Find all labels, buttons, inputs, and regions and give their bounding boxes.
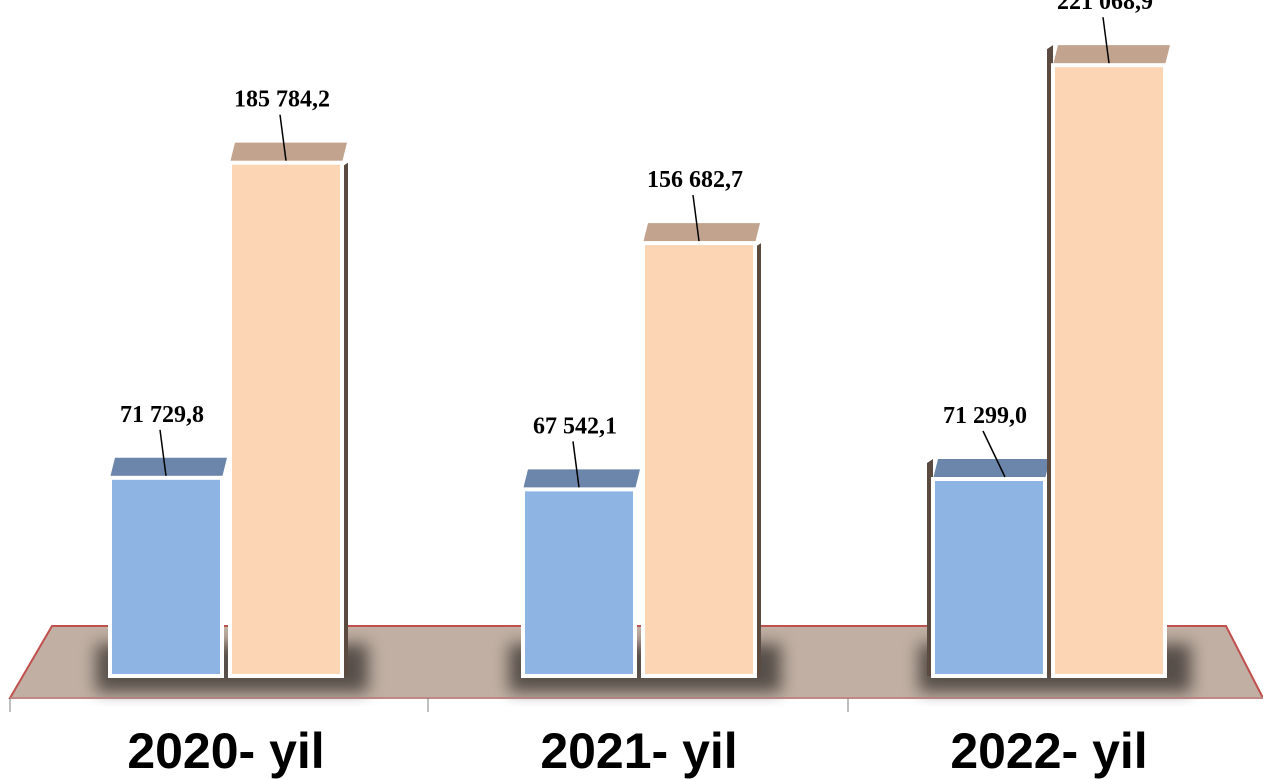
bar-top-1-2: [523, 469, 640, 490]
leader-line-2-1: [279, 114, 287, 161]
bar-1-2: [521, 487, 637, 678]
bar-top-2-1: [230, 142, 347, 163]
data-labels: 71 729,8 185 784,2 67 542,1 156 682,7 71 299…: [120, 0, 1153, 488]
x-tick-label-3: 2022- yil: [950, 723, 1147, 779]
bar-top-2-3: [1053, 45, 1170, 66]
leader-line-2-2: [692, 194, 700, 242]
data-label-1-1: 71 729,8: [120, 402, 204, 428]
bar-2-2: [641, 241, 757, 678]
bar-2-1: [228, 160, 344, 678]
data-label-1-2: 67 542,1: [533, 413, 617, 439]
data-label-2-2: 156 682,7: [647, 167, 743, 193]
data-label-2-1: 185 784,2: [234, 87, 330, 113]
leader-line-2-3: [1102, 17, 1110, 64]
x-axis-labels: 2020- yil 2021- yil 2022- yil: [127, 723, 1147, 779]
leader-line-1-1: [159, 429, 167, 476]
leader-line-1-2: [572, 441, 580, 488]
x-axis-ticks: [9, 697, 1263, 712]
data-label-2-3: 221 068,9: [1057, 0, 1153, 15]
x-tick-label-1: 2020- yil: [127, 723, 324, 779]
x-tick-label-2: 2021- yil: [540, 723, 737, 779]
leader-line-1-3: [982, 430, 1006, 478]
bar-top-1-3: [933, 459, 1050, 480]
bar-1-1: [108, 475, 224, 679]
bar-2-3: [1051, 63, 1167, 678]
bar-top-2-2: [643, 223, 760, 244]
bars: [108, 45, 1170, 679]
bar-1-3: [931, 477, 1047, 678]
data-label-1-3: 71 299,0: [943, 403, 1027, 429]
bar-top-1-1: [110, 457, 227, 478]
